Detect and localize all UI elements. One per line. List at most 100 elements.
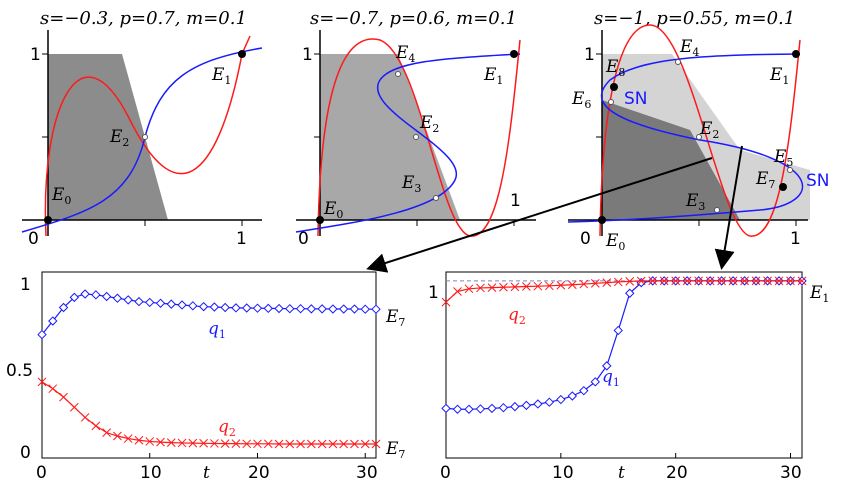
panel-3-point-E4 — [675, 59, 681, 65]
ts-left-marker-q2 — [317, 439, 327, 449]
ts-left-marker-q2 — [59, 392, 68, 402]
ts-right-y-tick-1: 1 — [428, 283, 439, 303]
ts-left-marker-q2 — [48, 384, 58, 394]
ts-left-marker-q1 — [242, 303, 252, 313]
panel-1-point-E0 — [44, 216, 52, 224]
ts-left-marker-q2 — [156, 437, 165, 447]
panel-2-blue-nullcline — [295, 53, 521, 233]
ts-right-marker-q1 — [464, 404, 474, 414]
ts-right-marker-q1 — [475, 404, 486, 414]
ts-left-marker-q1 — [209, 302, 220, 312]
ts-right-marker-q2 — [728, 276, 738, 286]
ts-left-marker-q1 — [231, 303, 241, 313]
ts-right-marker-q2 — [545, 281, 554, 291]
ts-left-series — [37, 289, 381, 449]
panel-3-label-E1: E1 — [769, 65, 789, 87]
ts-left-marker-q1 — [145, 297, 155, 308]
ts-left-marker-q1 — [317, 304, 327, 314]
ts-right-marker-q2 — [694, 276, 703, 286]
ts-right-marker-q2 — [763, 276, 772, 286]
ts-left-x-tick-0: 0 — [36, 463, 47, 483]
ts-right-series-line-q2 — [445, 280, 802, 303]
panel-2-label-E3: E3 — [401, 173, 421, 195]
ts-right-marker-q1 — [544, 397, 555, 407]
ts-left-marker-q2 — [134, 435, 144, 445]
ts-left-marker-q2 — [145, 437, 155, 446]
ts-right-marker-q1 — [510, 401, 520, 412]
ts-left-marker-q1 — [285, 303, 295, 314]
ts-left-marker-q1 — [177, 300, 187, 310]
ts-right-marker-q2 — [636, 276, 646, 286]
ts-right-series-line-q1 — [445, 280, 802, 410]
panel-3-points: E0 E1 E2 E3 E4 E5 E6 E7 E8 — [571, 37, 800, 253]
ts-right-marker-q1 — [590, 377, 600, 387]
ts-left-marker-q2 — [80, 413, 90, 422]
ts-left-marker-q1 — [101, 291, 112, 302]
panel-3-label-E3: E3 — [685, 191, 705, 213]
ts-left-marker-q2 — [253, 439, 262, 449]
ts-right-marker-q2 — [751, 276, 761, 286]
ts-left-marker-q2 — [199, 438, 208, 448]
ts-left-marker-q1 — [37, 329, 47, 340]
ts-right-x-tick-20: 20 — [666, 463, 688, 483]
ts-left-series-line-q2 — [41, 381, 376, 445]
panel-1-title: s=−0.3, p=0.7, m=0.1 — [40, 8, 247, 29]
ts-right-right-label: E1 — [809, 283, 829, 305]
ts-left-marker-q1 — [123, 295, 133, 305]
ts-left-marker-q1 — [274, 303, 284, 314]
panel-2-point-E4 — [395, 71, 401, 77]
ts-right-marker-q2 — [740, 276, 749, 286]
ts-right-marker-q2 — [602, 278, 612, 287]
ts-left-marker-q2 — [371, 439, 381, 449]
ts-left-right-label-upper: E7 — [385, 307, 405, 329]
ts-left-marker-q1 — [80, 289, 90, 299]
ts-left-marker-q1 — [306, 304, 317, 314]
ts-left-marker-q1 — [188, 301, 198, 311]
timeseries-right: 0 10 20 30 t 1 E1 q1 q2 — [428, 271, 829, 483]
ts-right-marker-q2 — [464, 284, 474, 294]
panel-2-label-E0: E0 — [323, 199, 343, 221]
ts-left-marker-q1 — [91, 290, 101, 300]
ts-left-marker-q2 — [177, 438, 187, 448]
panel-1-points: E0 E1 E2 — [44, 50, 246, 224]
ts-right-marker-q1 — [556, 394, 566, 405]
ts-right-marker-q2 — [476, 283, 485, 293]
panel-2-points: E0 E1 E2 E3 E4 — [316, 43, 518, 224]
panel-3-sn-label-upper: SN — [624, 89, 648, 109]
ts-left-frame — [41, 271, 377, 459]
ts-left-marker-q2 — [188, 438, 198, 448]
panel-1-label-E0: E0 — [51, 185, 71, 207]
panel-3-label-E7: E7 — [755, 169, 775, 191]
ts-right-marker-q2 — [613, 277, 623, 287]
ts-left-series-label-q2: q2 — [218, 417, 236, 439]
ts-left-marker-q1 — [112, 293, 123, 303]
ts-right-marker-q2 — [579, 279, 589, 289]
panel-2-label-E4: E4 — [395, 43, 415, 65]
ts-right-marker-q2 — [441, 297, 451, 307]
ts-left-marker-q1 — [155, 298, 166, 308]
ts-left-marker-q1 — [349, 304, 360, 314]
ts-left-marker-q2 — [296, 439, 305, 449]
panel-3-point-E6 — [608, 99, 614, 105]
panel-2-point-E1 — [510, 50, 518, 58]
panel-3-point-E0 — [598, 216, 606, 224]
ts-left-marker-q1 — [338, 304, 349, 314]
ts-left-marker-q1 — [58, 302, 69, 313]
ts-right-marker-q1 — [452, 404, 463, 414]
ts-left-marker-q1 — [134, 296, 144, 307]
ts-left-y-tick-0: 0 — [20, 443, 31, 463]
ts-right-frame — [445, 271, 803, 459]
panel-2-label-E1: E1 — [483, 65, 503, 87]
ts-left-marker-q2 — [307, 439, 316, 449]
ts-right-x-tick-30: 30 — [780, 463, 802, 483]
panel-3-label-E4: E4 — [679, 37, 699, 59]
ts-left-marker-q2 — [242, 439, 252, 449]
ts-right-marker-q2 — [567, 280, 577, 290]
panel-3-label-E2: E2 — [699, 119, 719, 141]
ts-left-marker-q1 — [263, 303, 273, 314]
panel-3-y-tick-1: 1 — [584, 45, 595, 65]
ts-right-marker-q1 — [521, 400, 532, 411]
timeseries-left: 0 10 20 30 t 0 0.5 1 E7 E7 q1 q2 — [6, 271, 405, 483]
panel-3-point-E2 — [696, 134, 702, 140]
